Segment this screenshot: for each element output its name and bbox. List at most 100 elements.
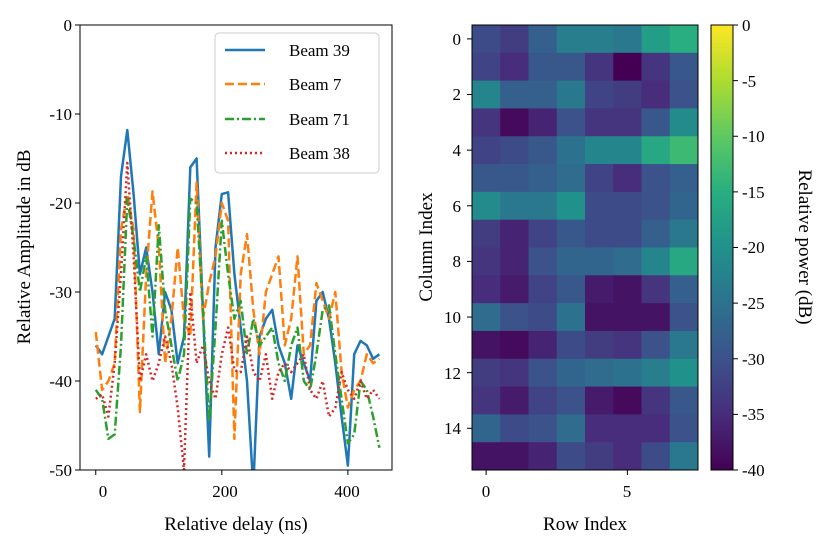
heatmap-cell-r10-c6 xyxy=(641,303,671,332)
heatmap-y-tick-label-6: 12 xyxy=(444,364,461,383)
heatmap-cell-r14-c4 xyxy=(585,414,614,443)
colorbar-tick-label-5: -25 xyxy=(742,294,765,313)
heatmap-cell-r5-c2 xyxy=(528,164,558,193)
colorbar-tick-label-7: -35 xyxy=(742,405,765,424)
heatmap-panel: 0 2 4 6 8 10 12 14 0 5 Row Index Column … xyxy=(416,24,699,535)
heatmap-cell-r14-c6 xyxy=(641,414,671,443)
heatmap-cell-r13-c1 xyxy=(500,386,529,415)
heatmap-cell-r9-c2 xyxy=(528,275,558,304)
heatmap-cell-r2-c7 xyxy=(669,80,699,109)
heatmap-cell-r13-c5 xyxy=(613,386,642,415)
heatmap-cell-r7-c5 xyxy=(613,219,642,248)
line-y-tick-label-2: -20 xyxy=(49,194,72,213)
heatmap-cell-r0-c4 xyxy=(585,25,614,54)
heatmap-cell-r11-c5 xyxy=(613,330,642,360)
heatmap-cell-r3-c0 xyxy=(472,108,501,137)
heatmap-cell-r7-c0 xyxy=(472,219,501,248)
line-chart-series-layer xyxy=(94,128,381,470)
heatmap-cell-r4-c0 xyxy=(472,136,501,165)
heatmap-cell-r8-c0 xyxy=(472,247,501,276)
heatmap-cell-r3-c1 xyxy=(500,108,529,137)
line-y-tick-label-5: -50 xyxy=(49,461,72,480)
heatmap-cell-r11-c6 xyxy=(641,330,671,360)
heatmap-cell-r4-c1 xyxy=(500,136,529,165)
legend-label-beam-39: Beam 39 xyxy=(289,41,350,60)
heatmap-y-tick-label-5: 10 xyxy=(444,308,461,327)
heatmap-cell-r2-c5 xyxy=(613,80,642,109)
heatmap-cell-r0-c0 xyxy=(472,25,501,54)
heatmap-cell-r0-c2 xyxy=(528,25,558,54)
heatmap-cell-r3-c6 xyxy=(641,108,671,137)
heatmap-cell-r9-c4 xyxy=(585,275,614,304)
heatmap-cell-r12-c6 xyxy=(641,358,671,388)
line-chart-frame xyxy=(79,24,393,471)
colorbar-tick-label-2: -10 xyxy=(742,127,765,146)
line-x-tick-label-1: 200 xyxy=(212,482,238,501)
colorbar: 0 -5 -10 -15 -20 -25 -30 -35 -40 Relativ… xyxy=(710,16,815,480)
heatmap-cell-r5-c4 xyxy=(585,164,614,193)
heatmap-cell-r7-c3 xyxy=(556,219,586,248)
heatmap-cell-r4-c2 xyxy=(528,136,558,165)
legend-label-beam-71: Beam 71 xyxy=(289,110,350,129)
heatmap-cell-r11-c3 xyxy=(556,330,586,360)
heatmap-cell-r1-c5 xyxy=(613,52,642,82)
heatmap-cell-r8-c1 xyxy=(500,247,529,276)
heatmap-cell-r10-c1 xyxy=(500,303,529,332)
heatmap-y-tick-label-0: 0 xyxy=(453,30,462,49)
line-y-tick-label-4: -40 xyxy=(49,372,72,391)
heatmap-x-axis-title: Row Index xyxy=(543,514,627,535)
line-chart-x-tick-labels: 0 200 400 xyxy=(99,482,360,501)
line-chart-y-axis-title: Relative Amplitude in dB xyxy=(14,150,35,345)
heatmap-cell-r10-c4 xyxy=(585,303,614,332)
heatmap-y-tick-label-7: 14 xyxy=(444,419,462,438)
heatmap-cell-r11-c2 xyxy=(528,330,558,360)
heatmap-cell-r5-c0 xyxy=(472,164,501,193)
heatmap-cell-r2-c3 xyxy=(556,80,586,109)
heatmap-cell-r1-c6 xyxy=(641,52,671,82)
line-y-tick-label-0: 0 xyxy=(64,16,73,35)
heatmap-cell-r14-c1 xyxy=(500,414,529,443)
heatmap-cell-r3-c3 xyxy=(556,108,586,137)
heatmap-cell-r9-c1 xyxy=(500,275,529,304)
series-line-beam-39 xyxy=(94,128,381,470)
heatmap-cell-r7-c6 xyxy=(641,219,671,248)
heatmap-cell-r6-c0 xyxy=(472,191,501,221)
line-x-tick-label-0: 0 xyxy=(99,482,108,501)
heatmap-cell-r15-c2 xyxy=(528,442,558,471)
colorbar-tick-label-1: -5 xyxy=(742,72,756,91)
heatmap-cell-r0-c6 xyxy=(641,25,671,54)
heatmap-y-tick-label-1: 2 xyxy=(453,85,462,104)
heatmap-cell-r13-c0 xyxy=(472,386,501,415)
heatmap-cell-r6-c2 xyxy=(528,191,558,221)
heatmap-cell-r9-c6 xyxy=(641,275,671,304)
heatmap-y-axis-title: Column Index xyxy=(416,192,437,302)
heatmap-cell-r13-c2 xyxy=(528,386,558,415)
colorbar-tick-label-3: -15 xyxy=(742,183,765,202)
heatmap-cell-r1-c0 xyxy=(472,52,501,82)
heatmap-cell-r1-c2 xyxy=(528,52,558,82)
heatmap-cell-r7-c7 xyxy=(669,219,699,248)
heatmap-cell-r11-c7 xyxy=(669,330,699,360)
colorbar-tick-label-4: -20 xyxy=(742,238,765,257)
heatmap-cell-r12-c4 xyxy=(585,358,614,388)
heatmap-cell-r14-c5 xyxy=(613,414,642,443)
legend-label-beam-7: Beam 7 xyxy=(289,75,342,94)
heatmap-cell-r3-c2 xyxy=(528,108,558,137)
heatmap-cell-r8-c7 xyxy=(669,247,699,276)
line-y-tick-label-3: -30 xyxy=(49,283,72,302)
heatmap-cell-r0-c3 xyxy=(556,25,586,54)
heatmap-y-tick-label-3: 6 xyxy=(453,197,462,216)
heatmap-cell-r5-c7 xyxy=(669,164,699,193)
heatmap-cell-r5-c1 xyxy=(500,164,529,193)
heatmap-cells xyxy=(472,25,699,471)
heatmap-cell-r12-c2 xyxy=(528,358,558,388)
heatmap-cell-r7-c4 xyxy=(585,219,614,248)
heatmap-cell-r13-c7 xyxy=(669,386,699,415)
heatmap-cell-r13-c3 xyxy=(556,386,586,415)
heatmap-cell-r0-c7 xyxy=(669,25,699,54)
heatmap-cell-r9-c0 xyxy=(472,275,501,304)
heatmap-cell-r10-c2 xyxy=(528,303,558,332)
heatmap-cell-r15-c1 xyxy=(500,442,529,471)
heatmap-cell-r6-c1 xyxy=(500,191,529,221)
heatmap-cell-r12-c1 xyxy=(500,358,529,388)
